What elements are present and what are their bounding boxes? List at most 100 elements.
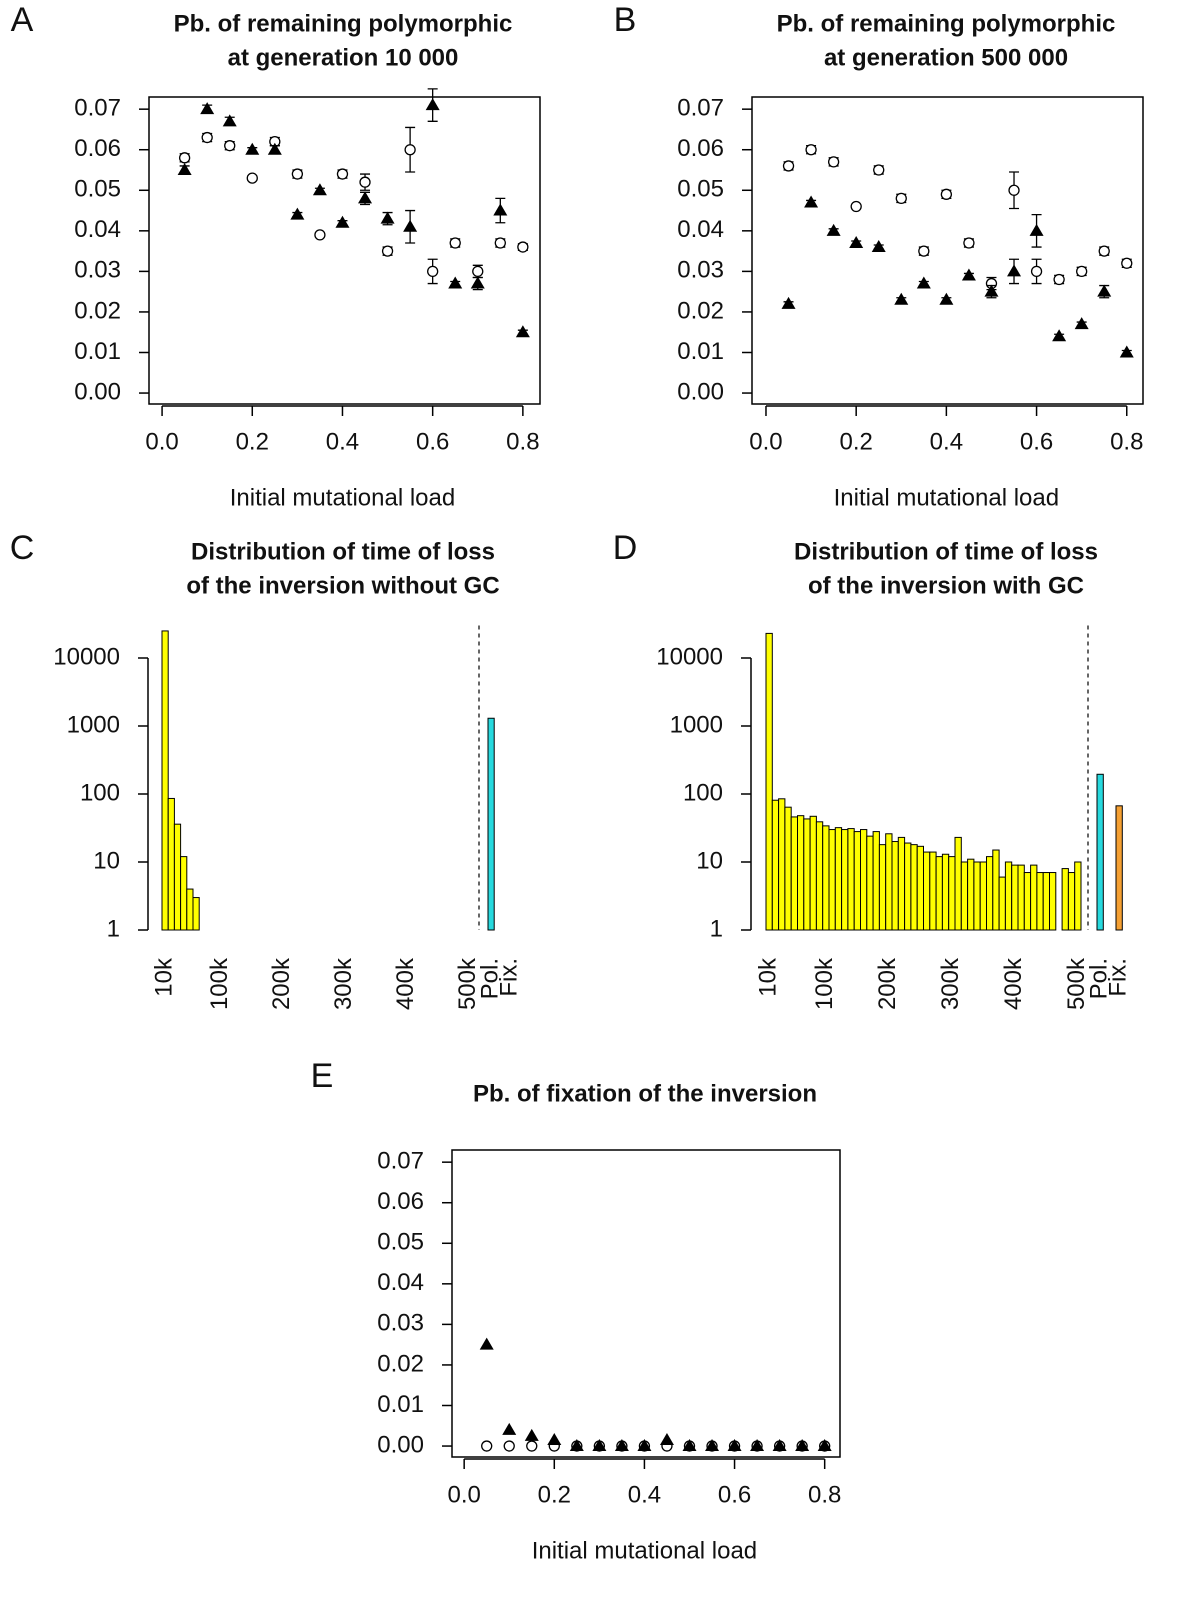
y-tick-label: 0.03 bbox=[677, 257, 724, 284]
y-tick-label: 0.04 bbox=[377, 1269, 424, 1296]
bar bbox=[878, 844, 887, 931]
panel-letter: A bbox=[11, 1, 34, 39]
chart-title: Pb. of remaining polymorphic bbox=[777, 10, 1116, 37]
y-tick-label: 10 bbox=[93, 847, 120, 874]
bar bbox=[1036, 872, 1044, 931]
bar bbox=[885, 833, 893, 931]
circle-point bbox=[1098, 245, 1110, 257]
circle-point bbox=[224, 140, 236, 152]
y-tick-label: 0.01 bbox=[74, 338, 121, 365]
bar bbox=[948, 856, 956, 931]
plot-frame bbox=[751, 96, 1144, 405]
triangle-point bbox=[335, 215, 350, 228]
bar bbox=[192, 897, 200, 931]
bar bbox=[822, 825, 830, 931]
triangle-point bbox=[984, 284, 999, 297]
triangle-point bbox=[312, 183, 327, 196]
bar bbox=[809, 815, 817, 931]
panel-letter: E bbox=[311, 1057, 334, 1095]
triangle-point bbox=[502, 1422, 517, 1435]
bar bbox=[986, 856, 994, 931]
x-tick-label: 0.8 bbox=[1110, 428, 1143, 455]
panel-letter: B bbox=[614, 1, 637, 39]
bar bbox=[1004, 861, 1013, 931]
triangle-point bbox=[817, 1439, 832, 1452]
bar bbox=[771, 799, 780, 931]
triangle-point bbox=[1029, 223, 1044, 236]
x-tick-label: 0.2 bbox=[538, 1481, 571, 1508]
bar bbox=[1096, 773, 1104, 931]
x-tick-label: Fix. bbox=[1104, 958, 1131, 997]
x-tick-label: 200k bbox=[268, 957, 295, 1010]
circle-point bbox=[427, 265, 439, 278]
bar bbox=[765, 632, 773, 931]
bar bbox=[904, 842, 912, 931]
chart-title: Pb. of fixation of the inversion bbox=[473, 1080, 817, 1107]
chart-title: at generation 500 000 bbox=[824, 44, 1068, 71]
circle-point bbox=[895, 192, 907, 205]
y-tick-label: 0.00 bbox=[677, 378, 724, 405]
bar bbox=[860, 829, 868, 931]
triangle-point bbox=[425, 98, 440, 111]
y-tick-label: 0.02 bbox=[677, 297, 724, 324]
circle-point bbox=[449, 237, 461, 249]
x-axis-label: Initial mutational load bbox=[230, 484, 455, 511]
x-tick-label: Pol. bbox=[1085, 958, 1112, 999]
bar bbox=[487, 717, 495, 931]
y-tick-label: 0.07 bbox=[74, 95, 121, 122]
triangle-point bbox=[1052, 329, 1067, 342]
triangle-point bbox=[222, 114, 237, 127]
x-tick-label: 0.6 bbox=[718, 1481, 751, 1508]
circle-point bbox=[381, 245, 394, 257]
triangle-point bbox=[448, 276, 463, 289]
bar bbox=[828, 829, 836, 931]
bar bbox=[1042, 872, 1050, 931]
x-tick-label: 10k bbox=[754, 957, 781, 997]
y-tick-label: 10 bbox=[696, 847, 723, 874]
triangle-point bbox=[1074, 317, 1089, 330]
triangle-point bbox=[1007, 264, 1022, 277]
circle-point bbox=[873, 164, 885, 176]
bar bbox=[967, 858, 975, 931]
circle-point bbox=[246, 172, 258, 184]
y-tick-label: 0.02 bbox=[377, 1350, 424, 1377]
y-tick-label: 0.05 bbox=[377, 1229, 424, 1256]
y-tick-label: 10000 bbox=[53, 643, 120, 670]
y-tick-label: 1000 bbox=[67, 711, 120, 738]
triangle-point bbox=[569, 1439, 584, 1452]
bar bbox=[1115, 805, 1123, 931]
triangle-point bbox=[871, 240, 886, 253]
bar bbox=[784, 806, 792, 931]
triangle-point bbox=[1119, 345, 1134, 358]
panel-letter: D bbox=[613, 529, 638, 567]
bar bbox=[1017, 864, 1025, 931]
circle-point bbox=[359, 176, 371, 188]
circle-point bbox=[526, 1440, 538, 1452]
x-axis-label: Initial mutational load bbox=[834, 484, 1059, 511]
y-tick-label: 1 bbox=[710, 915, 723, 942]
chart-title: at generation 10 000 bbox=[228, 44, 459, 71]
x-tick-label: 0.0 bbox=[447, 1481, 480, 1508]
x-axis-label: Initial mutational load bbox=[532, 1537, 757, 1564]
bar bbox=[778, 798, 786, 931]
circle-point bbox=[1008, 184, 1020, 196]
x-tick-label: 0.2 bbox=[236, 428, 269, 455]
x-tick-label: 0.2 bbox=[839, 428, 872, 455]
x-tick-label: 0.4 bbox=[930, 428, 963, 455]
bar bbox=[803, 818, 811, 931]
triangle-point bbox=[772, 1439, 787, 1452]
triangle-point bbox=[894, 292, 909, 305]
y-tick-label: 0.02 bbox=[74, 297, 121, 324]
bar bbox=[186, 888, 194, 931]
circle-point bbox=[314, 229, 326, 241]
triangle-point bbox=[705, 1439, 720, 1452]
x-tick-label: 400k bbox=[392, 957, 419, 1010]
circle-point bbox=[963, 237, 975, 249]
bar bbox=[910, 844, 918, 931]
bar bbox=[916, 845, 925, 931]
circle-point bbox=[517, 241, 529, 253]
bar bbox=[815, 821, 824, 931]
panel-letter: C bbox=[10, 529, 35, 567]
y-tick-label: 0.06 bbox=[677, 135, 724, 162]
